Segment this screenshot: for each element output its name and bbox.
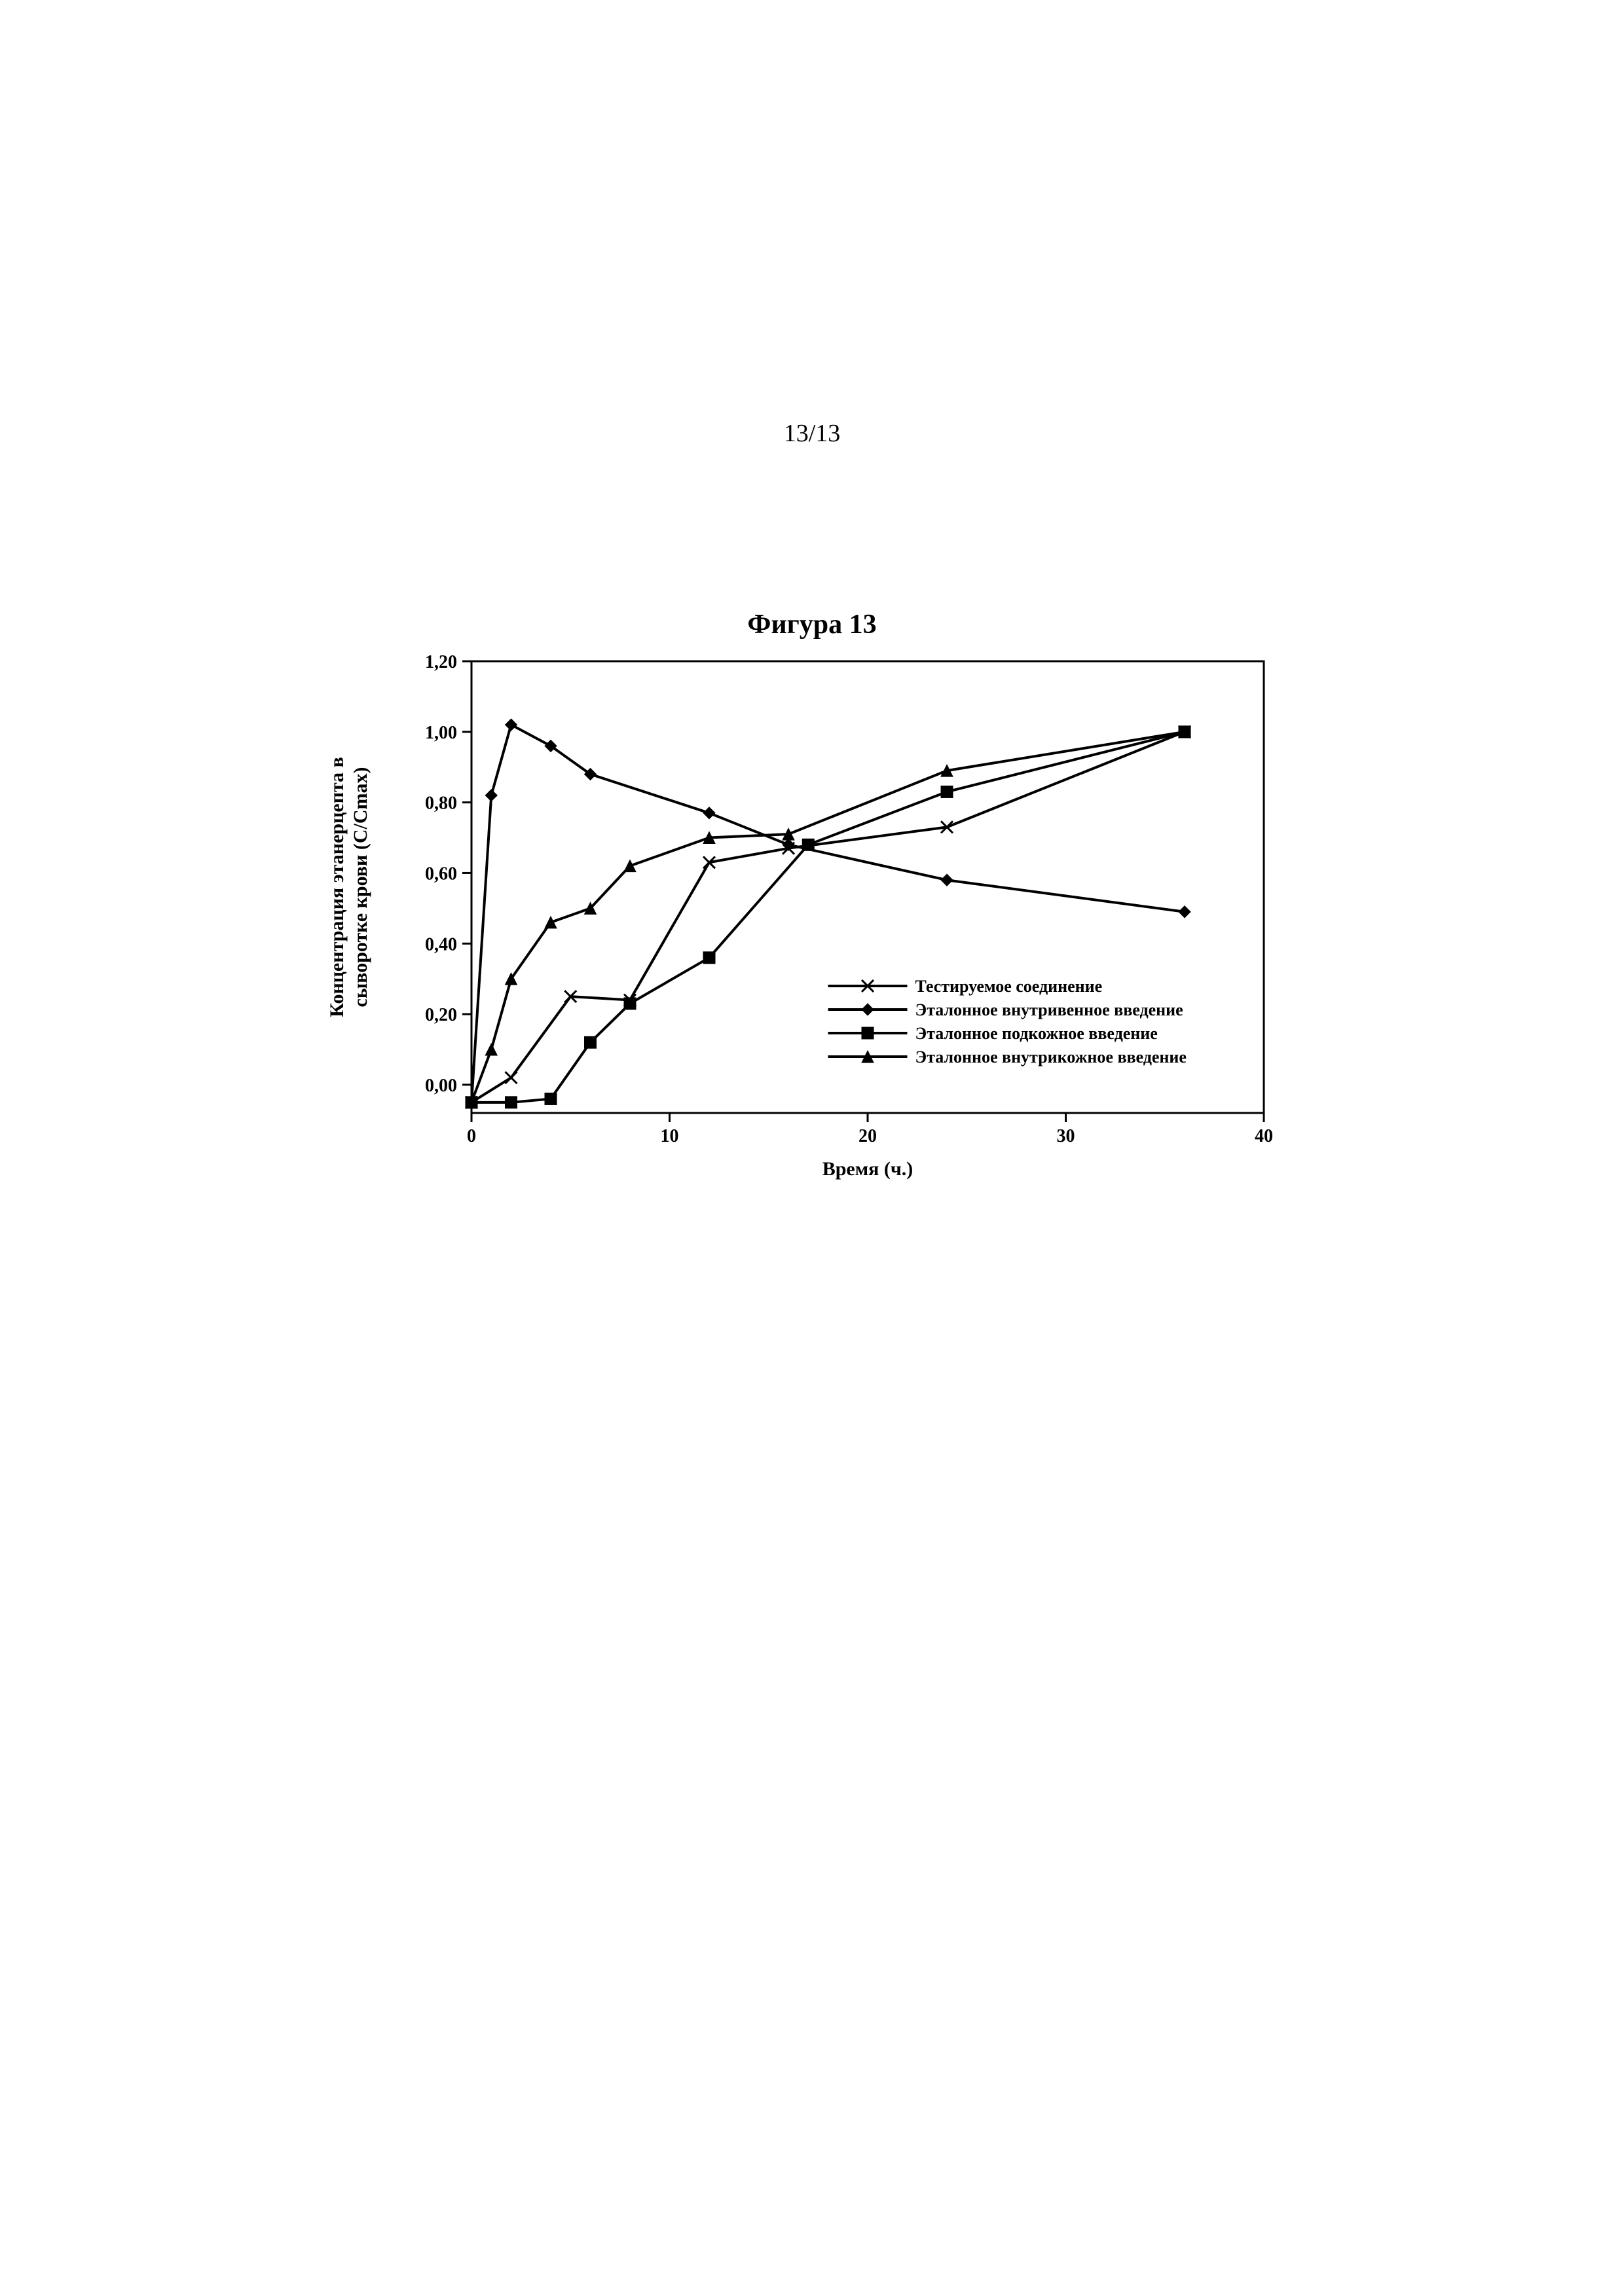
svg-text:Эталонное внутрикожное введени: Эталонное внутрикожное введение xyxy=(915,1048,1187,1066)
svg-text:Тестируемое соединение: Тестируемое соединение xyxy=(915,977,1103,996)
svg-text:0: 0 xyxy=(467,1126,476,1146)
svg-text:Время (ч.): Время (ч.) xyxy=(822,1158,913,1180)
chart-container: 0,00 0,20 0,40 0,60 0,80 1,00 1,20 0 10 20 30 40 Вре… xyxy=(327,642,1297,1231)
svg-text:сыворотке крови (C/Cmax): сыворотке крови (C/Cmax) xyxy=(350,767,371,1008)
page: 13/13 Фигура 13 0,00 0,20 0,40 0,60 0,80 1,00… xyxy=(0,0,1624,2296)
svg-text:Эталонное подкожное введение: Эталонное подкожное введение xyxy=(915,1024,1158,1043)
svg-text:0,00: 0,00 xyxy=(425,1076,457,1096)
svg-text:0,40: 0,40 xyxy=(425,934,457,955)
svg-text:Эталонное внутривенное введени: Эталонное внутривенное введение xyxy=(915,1000,1183,1019)
svg-text:0,80: 0,80 xyxy=(425,793,457,814)
svg-text:Концентрация этанерцепта в: Концентрация этанерцепта в xyxy=(327,757,348,1017)
svg-text:30: 30 xyxy=(1057,1126,1075,1146)
figure-title: Фигура 13 xyxy=(0,609,1624,640)
svg-text:0,20: 0,20 xyxy=(425,1005,457,1025)
svg-text:1,00: 1,00 xyxy=(425,723,457,743)
svg-text:1,20: 1,20 xyxy=(425,652,457,672)
svg-text:10: 10 xyxy=(661,1126,679,1146)
line-chart: 0,00 0,20 0,40 0,60 0,80 1,00 1,20 0 10 20 30 40 Вре… xyxy=(327,642,1297,1231)
svg-text:0,60: 0,60 xyxy=(425,864,457,884)
svg-text:20: 20 xyxy=(858,1126,877,1146)
page-number: 13/13 xyxy=(0,419,1624,448)
svg-text:40: 40 xyxy=(1255,1126,1273,1146)
